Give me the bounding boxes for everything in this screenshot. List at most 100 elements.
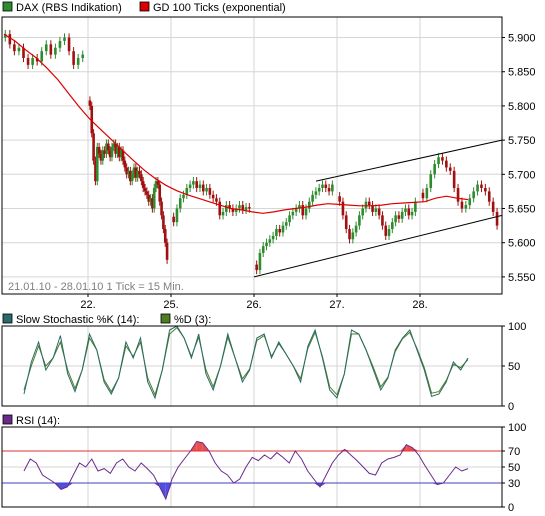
rsi-overbought-fill: [196, 441, 203, 451]
candle-body: [152, 187, 156, 209]
candle-body: [129, 170, 132, 182]
candle-body: [456, 187, 460, 202]
legend-swatch-price: [2, 1, 13, 12]
candle-body: [410, 211, 414, 216]
rsi-panel: RSI (14): 0 30 50 70 100: [1, 414, 526, 514]
candle-body: [49, 44, 53, 55]
candle-body: [304, 208, 308, 216]
stoch-yticks-label: 0: [508, 401, 514, 413]
price-y-tick-label: 5.550: [508, 272, 536, 284]
price-x-tick-label: 27.: [329, 299, 344, 311]
candle-body: [81, 54, 85, 59]
candle-body: [331, 184, 334, 192]
candle-body: [76, 58, 80, 65]
candle-body: [201, 184, 205, 192]
candle-body: [261, 246, 265, 253]
candle-body: [437, 157, 440, 165]
candle-body: [271, 235, 275, 240]
legend-stoch-d: %D (3):: [174, 314, 211, 326]
candle-body: [160, 201, 163, 216]
price-x-tick-label: 26.: [246, 299, 261, 311]
candle-body: [351, 232, 355, 240]
trend-channel-upper-line: [315, 139, 503, 182]
candle-body: [225, 205, 228, 212]
candle-body: [3, 34, 7, 38]
candle-body: [198, 184, 202, 188]
rsi-yticks-label: 0: [508, 502, 514, 514]
candle-body: [141, 181, 145, 188]
candle-body: [460, 201, 464, 209]
candle-body: [317, 187, 321, 192]
candle-body: [156, 181, 160, 185]
candle-body: [172, 216, 175, 223]
candle-body: [165, 242, 169, 260]
candle-body: [110, 146, 114, 158]
candle-body: [182, 194, 185, 199]
stochastic-y-axis-ticks: 0 50 100: [502, 321, 526, 413]
price-y-tick-label: 5.850: [508, 67, 536, 79]
candle-body: [452, 170, 456, 188]
candle-body: [26, 58, 30, 65]
candle-body: [108, 150, 112, 158]
price-y-tick-label: 5.750: [508, 135, 536, 147]
candle-body: [215, 198, 218, 202]
candle-body: [407, 208, 411, 216]
price-y-tick-label: 5.600: [508, 238, 536, 250]
candle-body: [54, 47, 57, 55]
legend-swatch-gd100: [139, 1, 150, 12]
candle-body: [105, 143, 108, 154]
price-x-tick-label: 22.: [80, 299, 95, 311]
candle-body: [234, 208, 238, 212]
candle-body: [17, 47, 21, 52]
candle-body: [348, 229, 351, 240]
candle-body: [377, 208, 381, 216]
candle-body: [8, 34, 12, 45]
candle-body: [121, 150, 125, 161]
stoch-yticks-label: 100: [508, 321, 526, 333]
rsi-yticks-label: 30: [508, 478, 520, 490]
candle-body: [421, 192, 425, 199]
candle-body: [221, 211, 225, 216]
candle-body: [341, 201, 345, 216]
candle-body: [384, 225, 388, 236]
gd100-line: [3, 33, 469, 214]
candle-body: [248, 207, 251, 209]
candle-body: [151, 198, 154, 209]
rsi-oversold-fill: [61, 483, 68, 490]
candle-body: [138, 170, 141, 175]
candle-body: [35, 58, 39, 62]
candle-body: [147, 194, 151, 202]
price-y-tick-label: 5.800: [508, 101, 536, 113]
candle-body: [67, 37, 71, 52]
rsi-y-axis-ticks: 0 30 50 70 100: [502, 422, 526, 514]
candle-body: [192, 181, 195, 185]
candle-body: [397, 215, 401, 219]
candle-body: [464, 205, 468, 209]
candle-body: [228, 205, 231, 209]
stochastic-k-line: [23, 325, 469, 400]
candle-body: [132, 167, 136, 175]
candle-body: [278, 229, 281, 233]
candle-body: [495, 211, 499, 226]
candle-body: [425, 187, 429, 199]
legend-swatch-stoch-d: [160, 313, 171, 324]
candle-body: [364, 201, 368, 209]
candle-body: [123, 160, 127, 168]
candle-body: [72, 51, 75, 65]
candle-body: [103, 150, 106, 154]
rsi-yticks-label: 50: [508, 462, 520, 474]
rsi-oversold-fill: [165, 483, 172, 499]
candle-body: [374, 208, 378, 212]
legend-stoch-k: Slow Stochastic %K (14):: [16, 314, 140, 326]
rsi-yticks-label: 100: [508, 422, 526, 434]
candle-body: [311, 194, 314, 202]
candle-body: [367, 201, 371, 206]
legend-price-series: DAX (RBS Indikation): [16, 2, 122, 14]
candle-body: [314, 191, 318, 195]
candle-body: [308, 201, 311, 209]
candle-body: [338, 196, 341, 202]
candle-body: [114, 143, 117, 154]
candle-body: [195, 181, 198, 188]
candle-body: [291, 211, 295, 216]
